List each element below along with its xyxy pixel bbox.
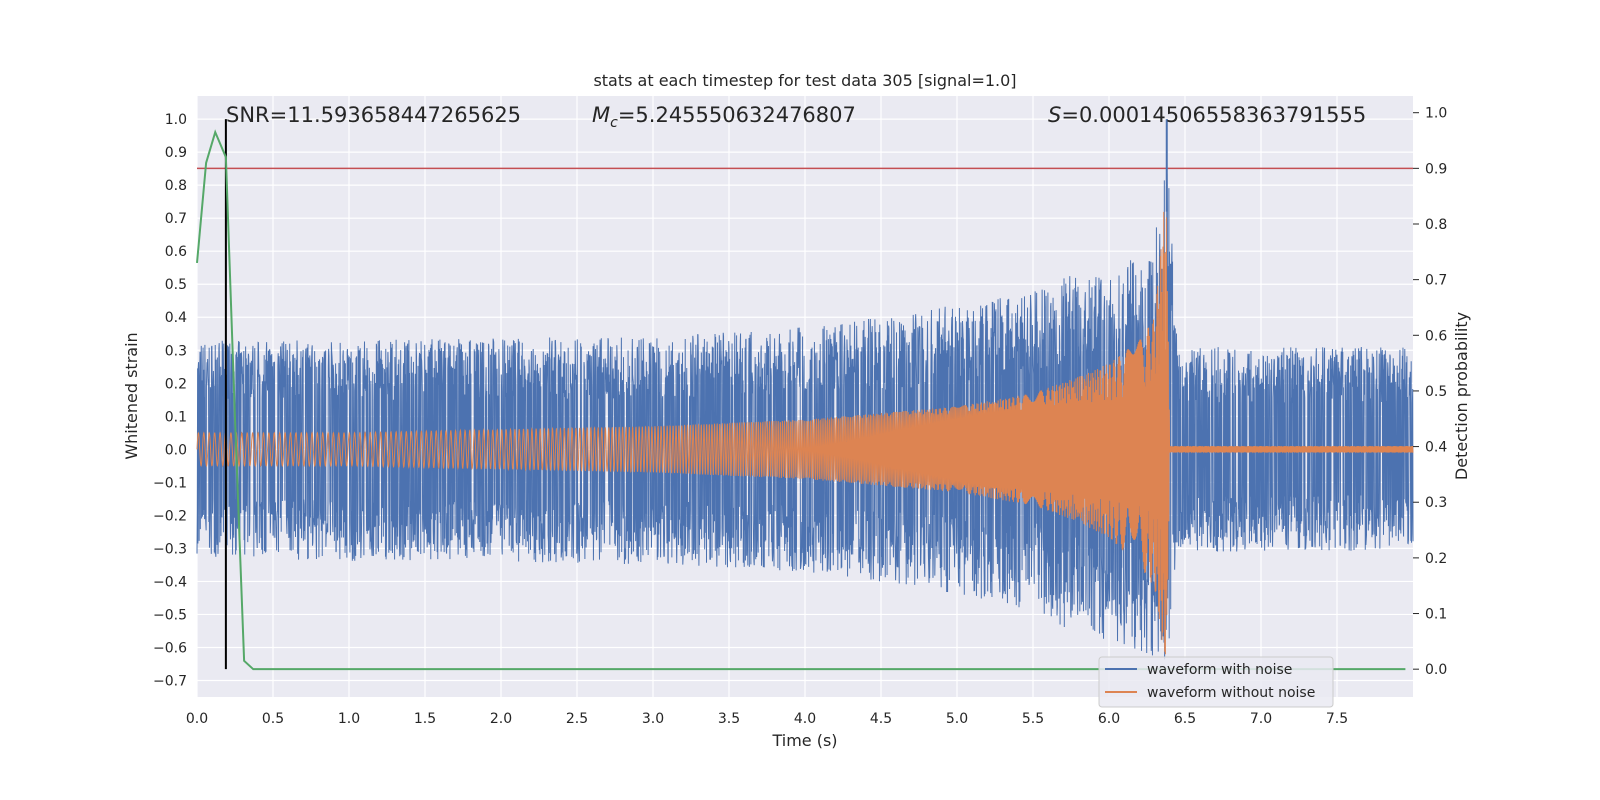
y-right-tick-label: 1.0 (1425, 106, 1447, 122)
x-tick-label: 5.0 (946, 711, 968, 727)
x-tick-label: 1.0 (338, 711, 360, 727)
y-right-tick-label: 0.2 (1425, 551, 1447, 567)
y-right-tick-label: 0.1 (1425, 607, 1447, 623)
x-tick-label: 2.5 (566, 711, 588, 727)
chirp-mass-annotation: Mc=5.245550632476807 (592, 103, 856, 131)
chart-title: stats at each timestep for test data 305… (593, 71, 1016, 90)
reference-lines (196, 119, 1413, 671)
series-layer (196, 173, 1414, 660)
y-tick-label: −0.1 (153, 475, 187, 491)
y-tick-label: 0.9 (165, 145, 187, 161)
waveform-with-noise-line (196, 173, 1414, 660)
x-tick-label: 3.5 (718, 711, 740, 727)
x-tick-label: 2.0 (490, 711, 512, 727)
legend-box (1098, 656, 1334, 708)
y-tick-label: −0.2 (153, 508, 187, 524)
y-right-tick-label: 0.5 (1425, 384, 1447, 400)
x-tick-label: 1.5 (414, 711, 436, 727)
x-tick-label: 5.5 (1022, 711, 1044, 727)
x-tick-label: 0.0 (186, 711, 208, 727)
snr-annotation: SNR=11.593658447265625 (226, 103, 521, 127)
y-tick-label: 0.5 (165, 277, 187, 293)
y-axis-label: Whitened strain (122, 332, 141, 459)
y-right-tick-label: 0.0 (1425, 662, 1447, 678)
detection-probability-line (196, 129, 1406, 671)
y-right-tick-label: 0.4 (1425, 440, 1447, 456)
y-right-tick-label: 0.7 (1425, 273, 1447, 289)
x-axis-label: Time (s) (771, 731, 837, 750)
y-axis-left: 1.0 0.9 0.8 0.7 0.6 0.5 0.4 0.3 0.2 0.1 0.0 −0.1 −0.… (153, 112, 187, 689)
x-tick-label: 7.5 (1326, 711, 1348, 727)
y-tick-label: 0.8 (165, 178, 187, 194)
legend: waveform with noise waveform without noi… (1098, 656, 1334, 708)
s-annotation: S=0.00014506558363791555 (1048, 103, 1366, 127)
y-tick-label: −0.6 (153, 640, 187, 656)
y-tick-label: 0.0 (165, 442, 187, 458)
x-tick-label: 6.5 (1174, 711, 1196, 727)
y-tick-label: 0.2 (165, 376, 187, 392)
x-tick-label: 4.0 (794, 711, 816, 727)
y-tick-label: 0.3 (165, 343, 187, 359)
y-tick-label: 0.7 (165, 211, 187, 227)
y-tick-label: −0.3 (153, 541, 187, 557)
y-tick-label: −0.7 (153, 673, 187, 689)
y-right-tick-label: 0.9 (1425, 161, 1447, 177)
x-tick-label: 6.0 (1098, 711, 1120, 727)
y-axis-right: 1.0 0.9 0.8 0.7 0.6 0.5 0.4 0.3 0.2 0.1 0.0 (1413, 106, 1447, 678)
y-axis-right-label: Detection probability (1452, 312, 1471, 480)
waveform-without-noise-line (196, 211, 1414, 655)
y-tick-label: −0.4 (153, 574, 187, 590)
y-tick-label: 0.6 (165, 244, 187, 260)
y-tick-label: 0.4 (165, 310, 187, 326)
y-right-tick-label: 0.3 (1425, 495, 1447, 511)
y-tick-label: 0.1 (165, 409, 187, 425)
legend-label-clean: waveform without noise (1147, 685, 1315, 701)
x-tick-label: 0.5 (262, 711, 284, 727)
y-tick-label: 1.0 (165, 112, 187, 128)
x-tick-label: 4.5 (870, 711, 892, 727)
y-right-tick-label: 0.8 (1425, 217, 1447, 233)
legend-label-noise: waveform with noise (1147, 662, 1292, 678)
x-axis: 0.0 0.5 1.0 1.5 2.0 2.5 3.0 3.5 4.0 4.5 5.0 5.5 6.0 6… (186, 711, 1348, 727)
x-tick-label: 3.0 (642, 711, 664, 727)
x-tick-label: 7.0 (1250, 711, 1272, 727)
y-right-tick-label: 0.6 (1425, 328, 1447, 344)
y-tick-label: −0.5 (153, 607, 187, 623)
